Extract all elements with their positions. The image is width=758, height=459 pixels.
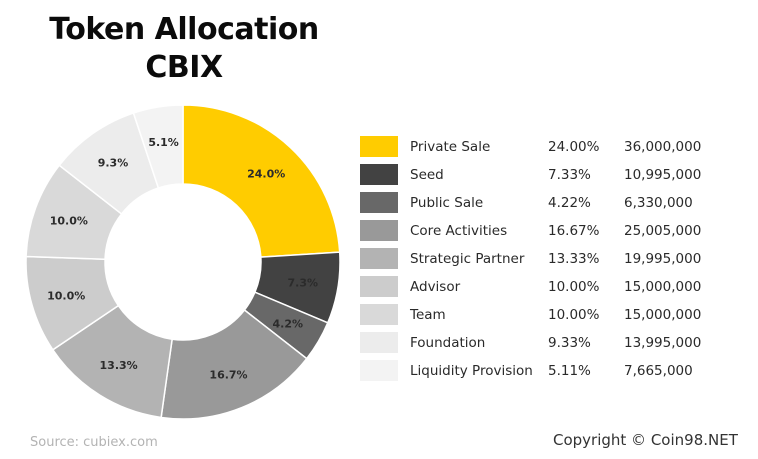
legend-amount: 36,000,000 bbox=[624, 139, 702, 155]
legend-percent: 7.33% bbox=[548, 167, 591, 183]
slice-label-7: 9.3% bbox=[98, 157, 129, 170]
legend-label: Strategic Partner bbox=[410, 251, 525, 267]
legend-percent: 24.00% bbox=[548, 139, 600, 155]
chart-title: Token Allocation bbox=[49, 12, 319, 47]
legend-amount: 15,000,000 bbox=[624, 307, 702, 323]
donut-slice-8 bbox=[132, 104, 184, 189]
legend-label: Private Sale bbox=[410, 139, 491, 155]
legend-amount: 7,665,000 bbox=[624, 363, 693, 379]
legend-percent: 10.00% bbox=[548, 307, 600, 323]
legend-amount: 10,995,000 bbox=[624, 167, 702, 183]
legend-swatch bbox=[360, 304, 398, 325]
slice-label-8: 5.1% bbox=[148, 136, 179, 149]
slice-label-6: 10.0% bbox=[50, 214, 88, 227]
slice-label-5: 10.0% bbox=[47, 289, 85, 302]
donut-slice-0 bbox=[182, 104, 341, 258]
legend-label: Foundation bbox=[410, 335, 486, 351]
slice-label-4: 13.3% bbox=[100, 359, 138, 372]
legend-percent: 16.67% bbox=[548, 223, 600, 239]
legend-percent: 4.22% bbox=[548, 195, 591, 211]
legend-amount: 15,000,000 bbox=[624, 279, 702, 295]
legend-percent: 9.33% bbox=[548, 335, 591, 351]
slice-label-1: 7.3% bbox=[288, 276, 319, 289]
legend-percent: 13.33% bbox=[548, 251, 600, 267]
legend-swatch bbox=[360, 136, 398, 157]
legend-percent: 5.11% bbox=[548, 363, 591, 379]
legend-label: Advisor bbox=[410, 279, 461, 295]
legend-amount: 13,995,000 bbox=[624, 335, 702, 351]
legend-label: Team bbox=[410, 307, 446, 323]
source-note: Source: cubiex.com bbox=[30, 435, 158, 450]
legend-label: Core Activities bbox=[410, 223, 508, 239]
legend-label: Public Sale bbox=[410, 195, 484, 211]
slice-label-3: 16.7% bbox=[209, 369, 247, 382]
donut-chart: 24.0% 7.3% 4.2% 16.7% 13.3% 10.0% 10.0% 9.3% 5.1… bbox=[25, 104, 341, 420]
legend-swatch bbox=[360, 276, 398, 297]
legend-amount: 19,995,000 bbox=[624, 251, 702, 267]
legend-label: Seed bbox=[410, 167, 444, 183]
legend-swatch bbox=[360, 248, 398, 269]
legend-swatch bbox=[360, 192, 398, 213]
legend-swatch bbox=[360, 332, 398, 353]
legend-amount: 25,005,000 bbox=[624, 223, 702, 239]
slice-label-2: 4.2% bbox=[273, 317, 304, 330]
copyright-note: Copyright © Coin98.NET bbox=[553, 431, 738, 449]
slice-label-0: 24.0% bbox=[247, 167, 285, 180]
legend-amount: 6,330,000 bbox=[624, 195, 693, 211]
legend-label: Liquidity Provision bbox=[410, 363, 533, 379]
legend-swatch bbox=[360, 220, 398, 241]
legend-percent: 10.00% bbox=[548, 279, 600, 295]
chart-subtitle: CBIX bbox=[145, 50, 223, 85]
legend-swatch bbox=[360, 360, 398, 381]
legend-swatch bbox=[360, 164, 398, 185]
